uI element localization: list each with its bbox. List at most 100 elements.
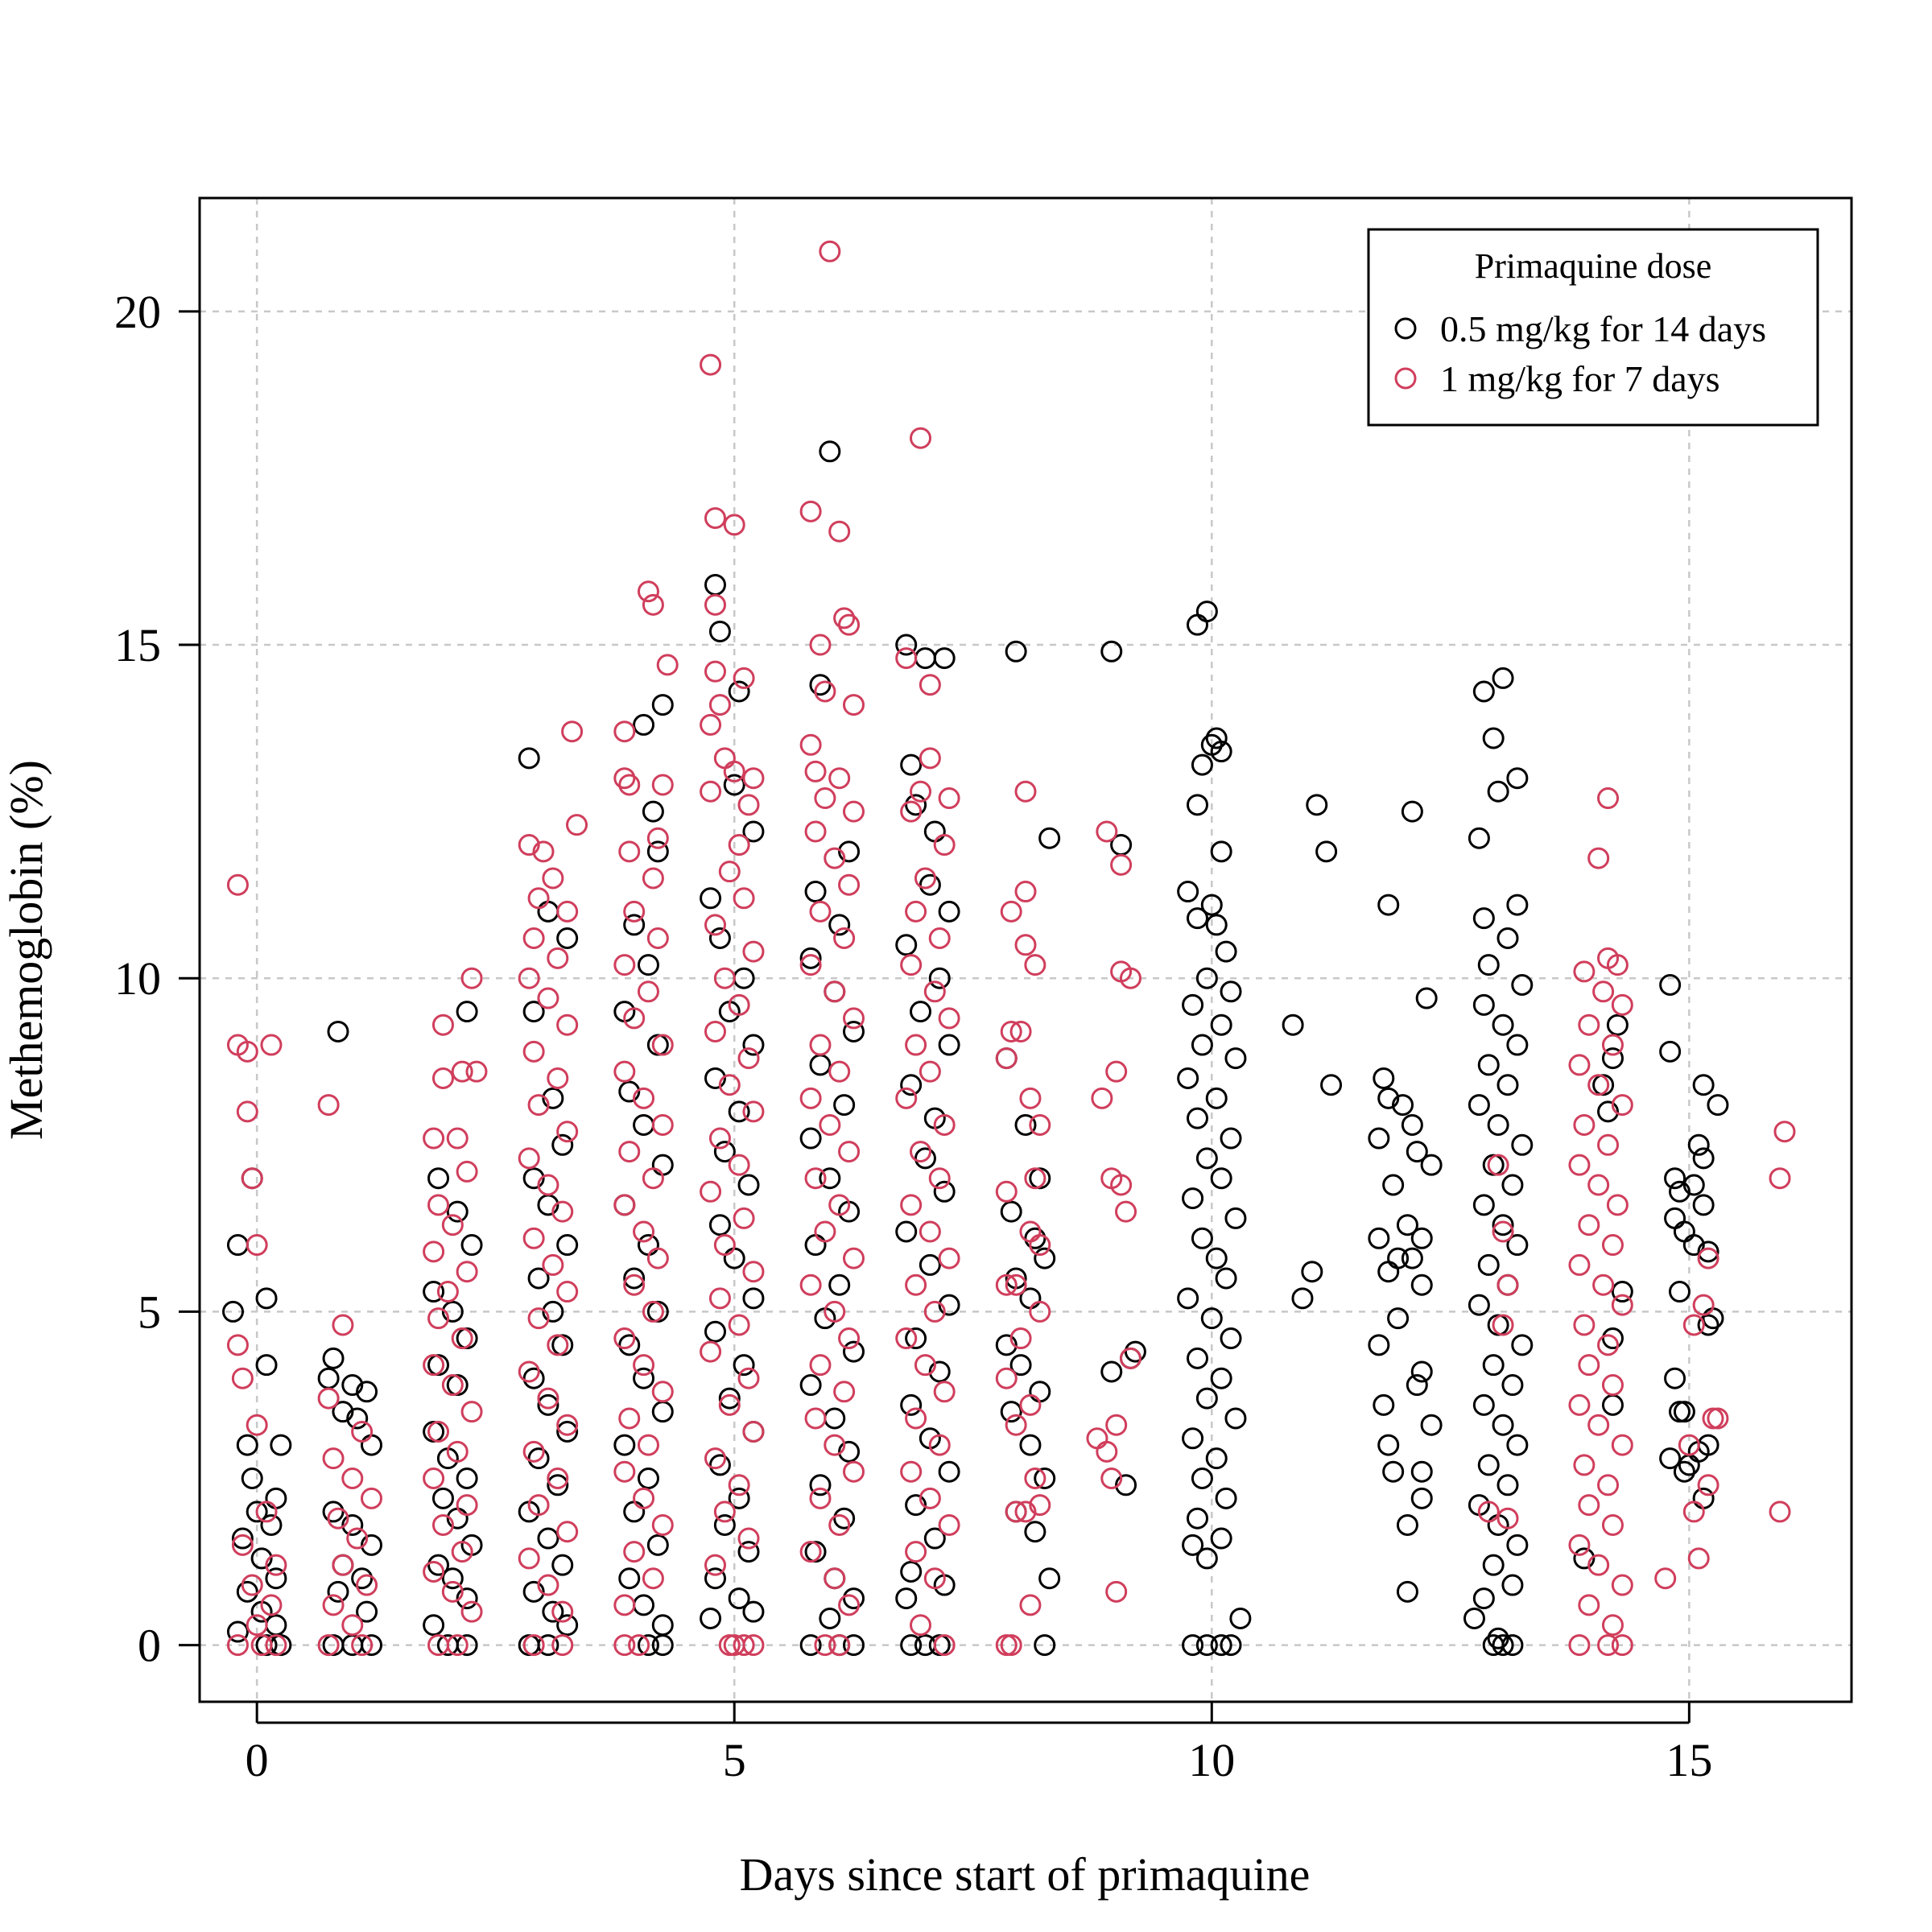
- data-point: [1029, 1494, 1051, 1517]
- data-point: [905, 794, 927, 816]
- data-point: [1472, 680, 1495, 703]
- data-point: [1406, 1141, 1428, 1163]
- data-point: [446, 1374, 469, 1397]
- data-point: [1282, 1013, 1304, 1036]
- data-point: [1597, 1334, 1620, 1356]
- data-point: [700, 887, 722, 910]
- data-point: [460, 1401, 483, 1423]
- data-point: [1019, 1434, 1042, 1456]
- data-point: [1587, 1554, 1610, 1576]
- data-point: [1224, 1207, 1247, 1229]
- data-point: [542, 867, 564, 890]
- data-point: [250, 1547, 273, 1570]
- data-point: [1229, 1607, 1252, 1629]
- data-point: [838, 613, 861, 636]
- data-point: [1200, 1307, 1223, 1330]
- data-point: [613, 954, 636, 976]
- data-point: [1568, 1634, 1591, 1657]
- data-point: [1578, 1494, 1600, 1517]
- data-point: [537, 1387, 559, 1410]
- data-point: [351, 1421, 374, 1443]
- data-point: [446, 1200, 469, 1223]
- data-point: [361, 1534, 383, 1556]
- data-point: [537, 1527, 559, 1550]
- data-point: [708, 1214, 731, 1236]
- data-point: [728, 993, 750, 1016]
- data-point: [637, 980, 659, 1003]
- data-point: [737, 794, 760, 816]
- data-point: [522, 1440, 545, 1463]
- data-point: [332, 1554, 354, 1576]
- data-point: [1573, 1314, 1596, 1336]
- data-point: [265, 1567, 287, 1590]
- data-point: [824, 980, 846, 1003]
- data-point: [824, 1407, 846, 1430]
- data-point: [842, 1587, 865, 1610]
- data-point: [542, 1253, 564, 1276]
- data-point: [1034, 1247, 1056, 1269]
- data-point: [1195, 1634, 1218, 1657]
- data-point: [923, 1567, 946, 1590]
- data-point: [799, 1634, 822, 1657]
- data-point: [1682, 1314, 1705, 1336]
- x-tick-label: 5: [723, 1734, 746, 1786]
- data-point: [1024, 954, 1046, 976]
- data-point: [341, 1513, 364, 1536]
- data-point: [656, 654, 679, 676]
- data-point: [1410, 1274, 1433, 1296]
- data-point: [1568, 1054, 1591, 1076]
- data-point: [423, 1467, 445, 1489]
- data-point: [900, 1074, 923, 1096]
- data-point: [1487, 1627, 1509, 1649]
- data-point: [556, 1234, 579, 1257]
- data-point: [708, 1287, 731, 1310]
- legend-label-series-2: 1 mg/kg for 7 days: [1440, 358, 1720, 399]
- data-point: [1086, 1427, 1108, 1450]
- x-tick-label: 15: [1666, 1734, 1712, 1786]
- data-point: [1115, 1474, 1137, 1496]
- data-point: [700, 353, 722, 376]
- data-point: [1396, 1214, 1418, 1236]
- data-point: [226, 1234, 249, 1257]
- data-point: [737, 1541, 760, 1563]
- data-point: [346, 1407, 369, 1430]
- data-point: [814, 1634, 836, 1657]
- data-point: [537, 1174, 559, 1196]
- data-point: [646, 927, 669, 950]
- legend-title: Primaquine dose: [1475, 246, 1712, 286]
- data-point: [427, 1421, 450, 1443]
- data-point: [633, 1220, 655, 1243]
- data-point: [1492, 1414, 1514, 1436]
- data-point: [527, 1267, 550, 1290]
- y-tick-label: 0: [138, 1620, 161, 1672]
- data-point: [1377, 1087, 1400, 1109]
- data-point: [327, 1020, 349, 1042]
- data-point: [1368, 1127, 1390, 1150]
- data-point: [819, 1607, 841, 1629]
- data-point: [226, 1620, 249, 1643]
- data-point: [1687, 1547, 1710, 1570]
- data-point: [1396, 1580, 1418, 1603]
- data-point: [651, 1381, 674, 1403]
- data-point: [423, 1241, 445, 1263]
- legend-marker-series-2: [1394, 367, 1417, 390]
- data-point: [838, 840, 861, 863]
- data-point: [1401, 1113, 1423, 1136]
- data-point: [1210, 1634, 1232, 1657]
- data-point: [551, 1600, 574, 1623]
- data-point: [1019, 1594, 1042, 1616]
- data-point: [1182, 1187, 1204, 1210]
- data-point: [547, 1474, 569, 1496]
- data-point: [1215, 1487, 1237, 1509]
- data-point: [1220, 1634, 1242, 1657]
- data-point: [718, 1387, 741, 1410]
- data-point: [933, 1634, 956, 1657]
- data-point: [1182, 993, 1204, 1016]
- data-point: [1301, 1261, 1323, 1283]
- data-point: [1377, 1434, 1400, 1456]
- data-point: [1496, 1507, 1519, 1530]
- data-point: [1496, 1074, 1519, 1096]
- data-point: [1697, 1247, 1719, 1269]
- data-point: [828, 914, 851, 936]
- data-point: [1501, 1634, 1524, 1657]
